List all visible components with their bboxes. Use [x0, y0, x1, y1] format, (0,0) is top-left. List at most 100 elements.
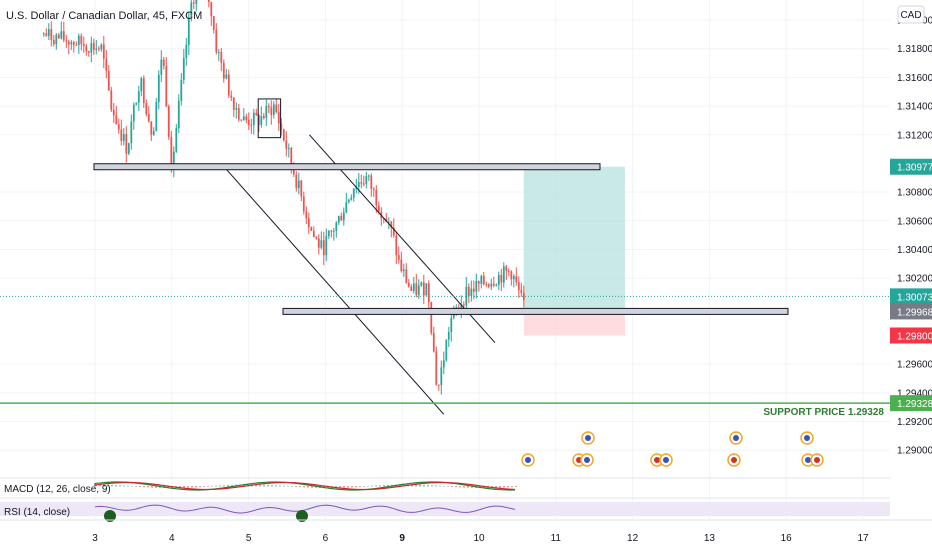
macd-hist	[271, 485, 273, 487]
candle-body-85	[255, 112, 258, 116]
macd-hist	[243, 484, 245, 487]
macd-hist	[355, 486, 357, 488]
candle-body-163	[450, 317, 453, 333]
candle-body-24	[102, 44, 105, 59]
time-tick-0: 3	[92, 533, 98, 544]
candle-body-6	[57, 34, 60, 39]
rsi-label: RSI (14, close)	[4, 507, 70, 518]
macd-hist	[203, 486, 205, 487]
currency-label: CAD	[900, 10, 921, 21]
candle-body-35	[130, 121, 133, 144]
candle-body-87	[260, 116, 263, 125]
macd-hist	[443, 485, 445, 487]
candle-body-48	[162, 59, 165, 66]
macd-hist	[195, 486, 197, 488]
candle-body-145	[405, 269, 408, 283]
candle-body-58	[187, 16, 190, 46]
macd-hist	[463, 486, 465, 488]
candle-body-17	[85, 46, 88, 52]
support-label: SUPPORT PRICE 1.29328	[763, 407, 884, 418]
candle-body-47	[160, 59, 163, 75]
candle-body-185	[505, 266, 508, 271]
macd-hist	[459, 486, 461, 488]
time-tick-1: 4	[169, 533, 175, 544]
candle-body-121	[345, 202, 348, 213]
candle-body-5	[55, 34, 58, 45]
candle-body-39	[140, 78, 143, 92]
candle-body-111	[320, 240, 323, 248]
candle-body-46	[157, 74, 160, 102]
chart-title: U.S. Dollar / Canadian Dollar, 45, FXCM	[6, 10, 202, 22]
candle-body-59	[190, 2, 193, 17]
macd-hist	[147, 486, 149, 488]
candle-body-154	[427, 283, 430, 302]
candle-body-148	[412, 283, 415, 292]
macd-hist	[127, 485, 129, 487]
candle-body-50	[167, 106, 170, 137]
macd-hist	[339, 486, 341, 488]
macd-hist	[511, 486, 513, 488]
price-axis[interactable]: 1.320001.318001.316001.314001.312001.308…	[890, 0, 932, 520]
time-tick-6: 11	[551, 533, 562, 544]
candle-body-57	[185, 45, 188, 58]
candle-body-69	[215, 29, 218, 53]
event-icon-dot-5	[663, 457, 669, 463]
candle-body-188	[512, 276, 515, 280]
price-label-stop: 1.29800	[897, 331, 932, 342]
macd-hist	[111, 484, 113, 487]
candle-body-190	[517, 282, 520, 291]
candle-body-4	[52, 39, 55, 45]
event-icon-dot-7	[731, 457, 737, 463]
grid-lines	[0, 0, 890, 520]
macd-hist	[307, 486, 309, 488]
time-axis[interactable]: 3 4 5 6 9 10 11 12 13 16 17	[0, 519, 932, 544]
candle-body-42	[147, 114, 150, 122]
candle-body-104	[302, 196, 305, 212]
candle-body-130	[367, 175, 370, 177]
candle-body-184	[502, 266, 505, 283]
candle-body-29	[115, 115, 118, 125]
candle-body-131	[370, 175, 373, 189]
macd-hist	[515, 486, 517, 488]
candle-body-150	[417, 285, 420, 295]
candle-body-180	[492, 283, 495, 286]
candle-body-25	[105, 58, 108, 71]
candle-body-23	[100, 44, 103, 50]
macd-hist	[199, 486, 201, 488]
macd-hist	[455, 486, 457, 488]
macd-hist	[439, 485, 441, 487]
candle-body-161	[445, 339, 448, 361]
candle-body-120	[342, 212, 345, 221]
candle-body-101	[295, 174, 298, 189]
candle-body-160	[442, 360, 445, 368]
candle-body-9	[65, 40, 68, 42]
macd-hist	[139, 486, 141, 488]
macd-hist	[255, 484, 257, 487]
candle-body-96	[282, 129, 285, 141]
candle-body-12	[72, 42, 75, 45]
level-bars	[93, 163, 789, 315]
candle-body-115	[330, 230, 333, 232]
candle-body-128	[362, 183, 365, 185]
candle-body-30	[117, 124, 120, 130]
price-label-support: 1.29328	[897, 399, 932, 410]
event-icon-dot-6	[733, 435, 739, 441]
candle-body-7	[60, 31, 63, 39]
candle-body-152	[422, 282, 425, 296]
candle-body-117	[335, 222, 338, 231]
currency-badge[interactable]	[897, 5, 925, 24]
candle-body-133	[375, 189, 378, 206]
candle-body-37	[135, 102, 138, 105]
candle-body-136	[382, 218, 385, 220]
macd-hist	[347, 486, 349, 488]
channel-line-0	[225, 168, 445, 415]
event-icon-dot-0	[525, 457, 531, 463]
macd-hist	[143, 486, 145, 488]
candle-body-99	[290, 147, 293, 165]
candle-body-127	[360, 182, 363, 184]
candle-body-93	[275, 104, 278, 113]
candle-body-116	[332, 230, 335, 232]
candle-body-67	[210, 2, 213, 17]
macd-hist	[483, 486, 485, 489]
